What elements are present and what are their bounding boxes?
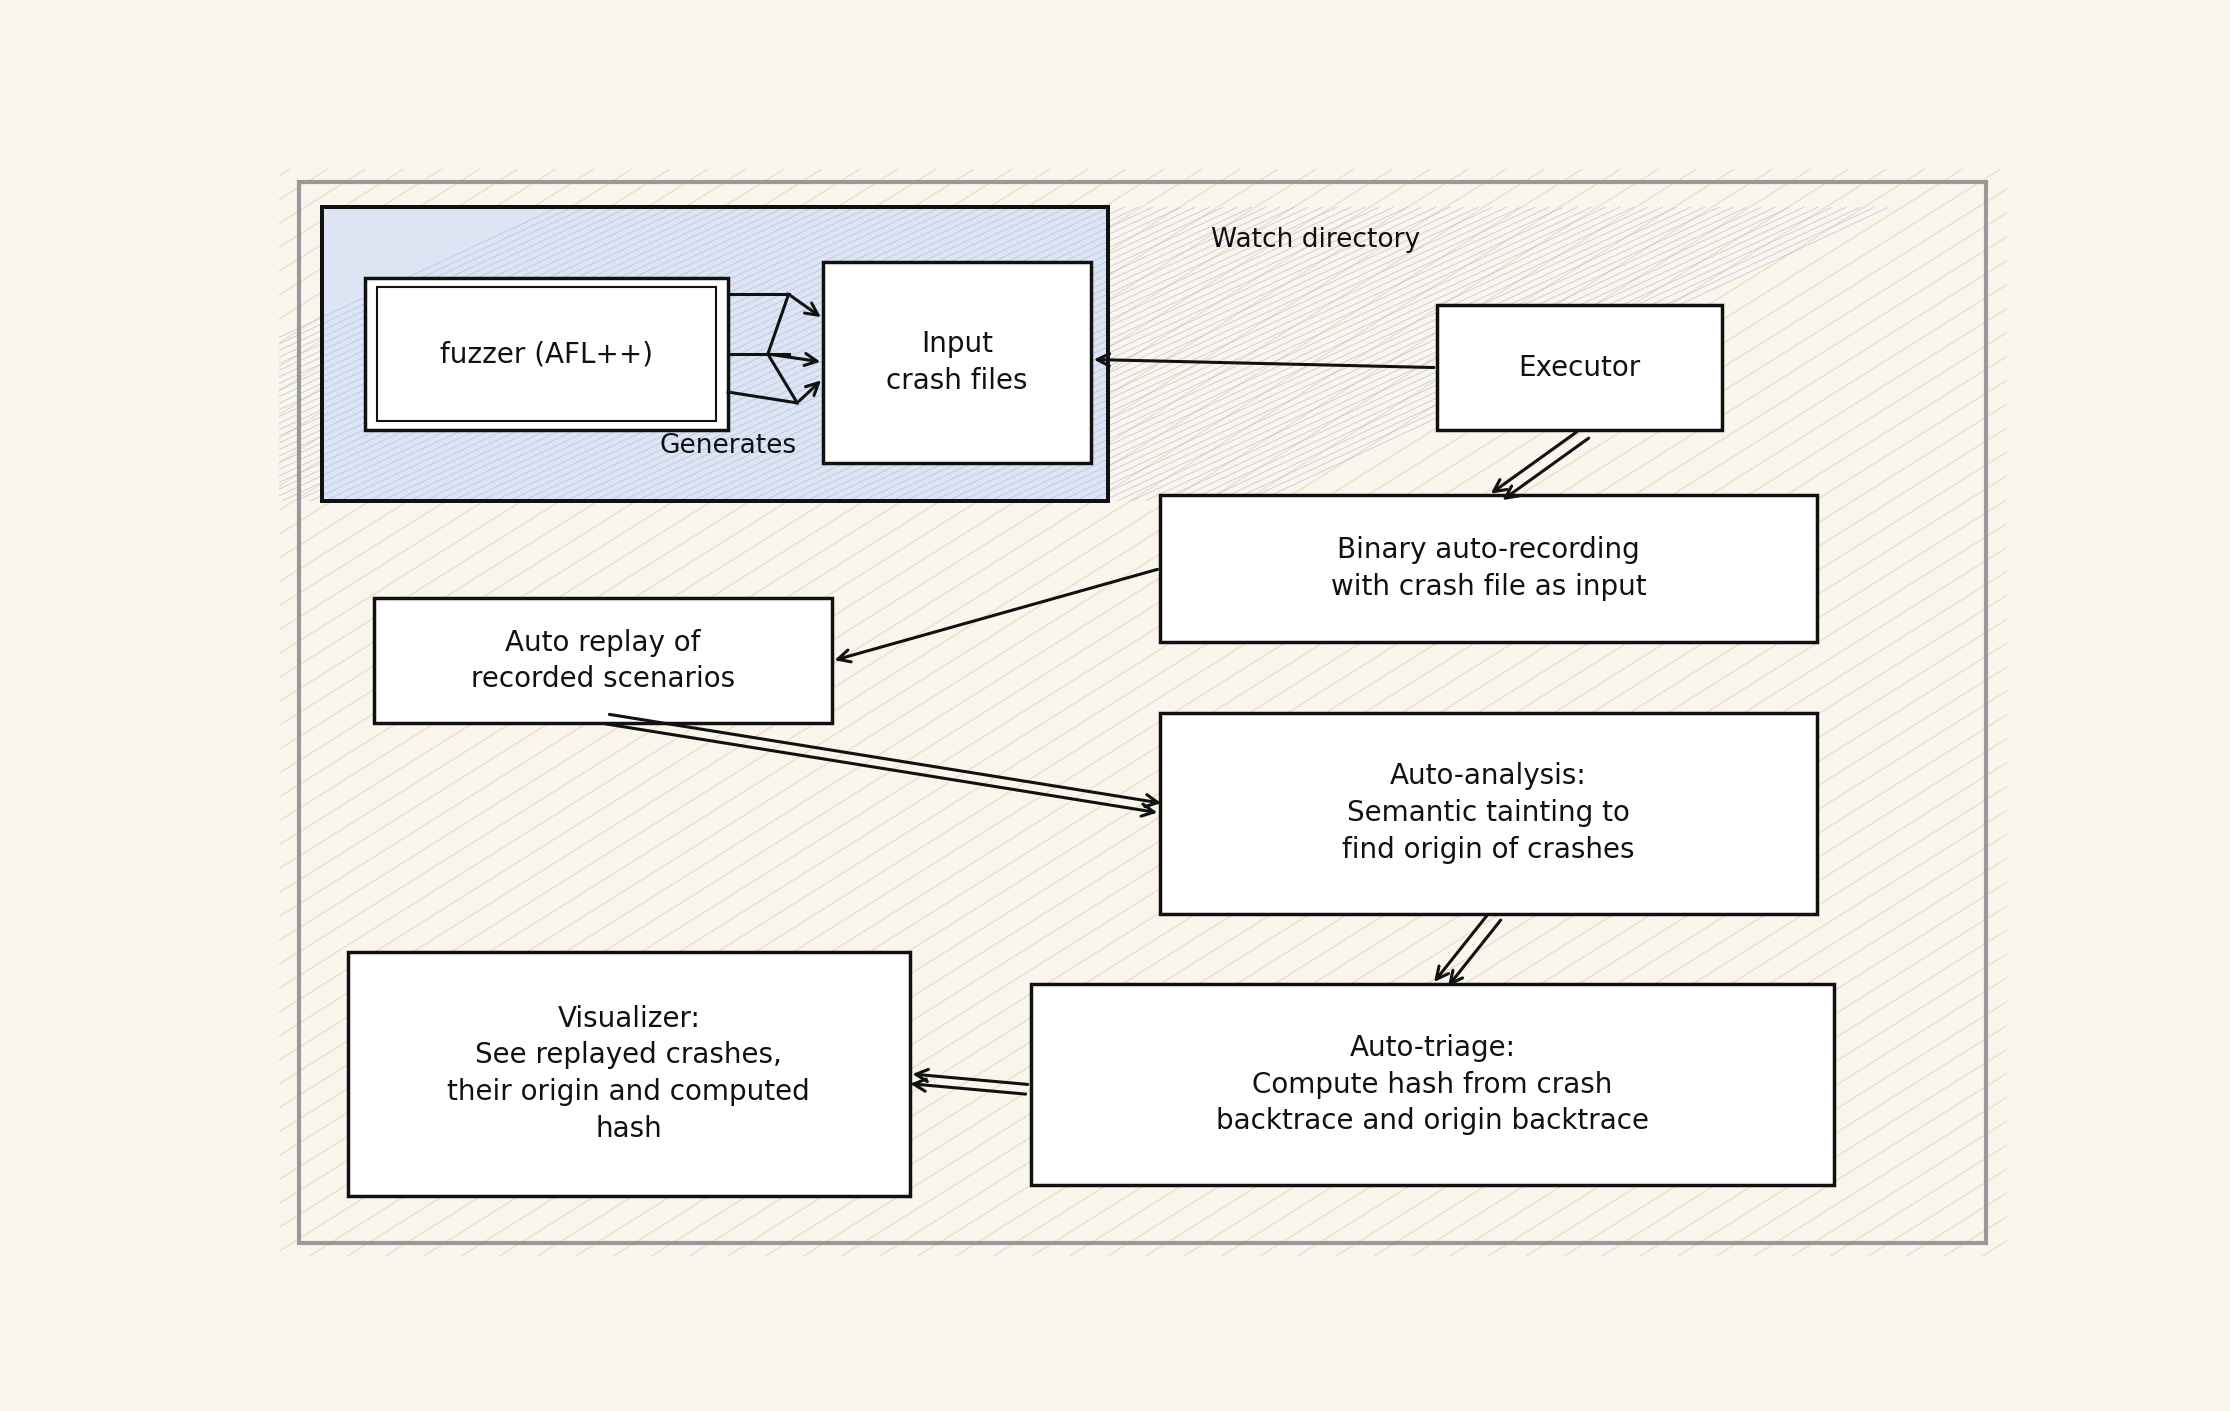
Text: Visualizer:
See replayed crashes,
their origin and computed
hash: Visualizer: See replayed crashes, their …: [448, 1005, 809, 1143]
FancyArrowPatch shape: [838, 570, 1157, 662]
FancyBboxPatch shape: [321, 207, 1108, 501]
FancyBboxPatch shape: [1030, 985, 1833, 1185]
FancyBboxPatch shape: [1160, 495, 1817, 642]
FancyArrowPatch shape: [1450, 920, 1501, 983]
FancyArrowPatch shape: [1097, 354, 1434, 367]
FancyArrowPatch shape: [792, 296, 818, 315]
FancyArrowPatch shape: [1505, 439, 1588, 498]
FancyBboxPatch shape: [823, 261, 1090, 463]
FancyBboxPatch shape: [375, 598, 832, 724]
FancyArrowPatch shape: [1494, 432, 1577, 491]
FancyBboxPatch shape: [1160, 713, 1817, 913]
Text: Watch directory: Watch directory: [1211, 227, 1421, 253]
FancyArrowPatch shape: [609, 714, 1157, 807]
FancyArrowPatch shape: [917, 1070, 1028, 1085]
FancyArrowPatch shape: [914, 1079, 1026, 1094]
Text: fuzzer (AFL++): fuzzer (AFL++): [439, 340, 653, 368]
Text: Auto-triage:
Compute hash from crash
backtrace and origin backtrace: Auto-triage: Compute hash from crash bac…: [1215, 1034, 1648, 1136]
FancyBboxPatch shape: [366, 278, 727, 430]
Text: Binary auto-recording
with crash file as input: Binary auto-recording with crash file as…: [1331, 536, 1646, 601]
FancyArrowPatch shape: [798, 382, 818, 401]
Text: Executor: Executor: [1519, 354, 1641, 381]
FancyArrowPatch shape: [772, 353, 816, 365]
FancyBboxPatch shape: [1436, 305, 1722, 430]
FancyArrowPatch shape: [1436, 916, 1487, 979]
Text: Generates: Generates: [660, 433, 796, 460]
Text: Auto replay of
recorded scenarios: Auto replay of recorded scenarios: [471, 628, 736, 693]
FancyArrowPatch shape: [607, 724, 1155, 816]
FancyBboxPatch shape: [348, 951, 910, 1197]
Text: Input
crash files: Input crash files: [885, 330, 1028, 395]
Text: Auto-analysis:
Semantic tainting to
find origin of crashes: Auto-analysis: Semantic tainting to find…: [1342, 762, 1635, 864]
